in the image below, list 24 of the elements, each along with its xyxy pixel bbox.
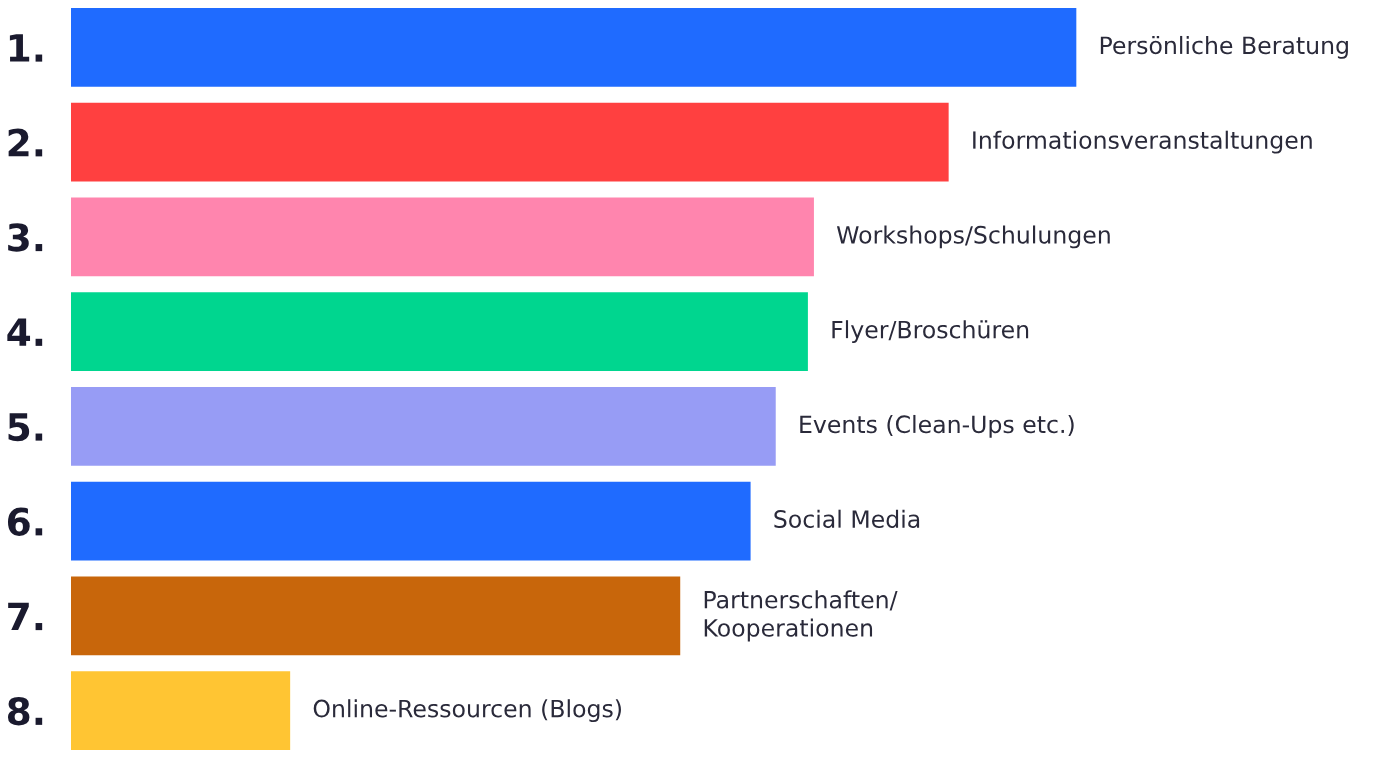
y-tick-label: 4. (7, 318, 43, 346)
annotation: Online-Ressourcen (Blogs) (313, 699, 621, 723)
y-tick-label: 6. (7, 507, 43, 536)
bar (71, 481, 751, 561)
bar (71, 671, 291, 750)
annotation: Social Media (774, 509, 920, 528)
annotation: Partnerschaften/ Kooperationen (704, 590, 898, 642)
bar (71, 387, 776, 466)
bar (71, 197, 814, 277)
y-tick-label: 3. (8, 223, 43, 252)
annotation: Persönliche Beratung (1100, 35, 1348, 59)
y-tick-label: 1. (9, 34, 43, 62)
bar (71, 292, 808, 371)
y-tick-label: 7. (8, 602, 43, 631)
bar (71, 576, 681, 656)
annotation: Workshops/Schulungen (836, 225, 1110, 249)
y-tick-label: 2. (8, 128, 43, 157)
y-tick-label: 8. (7, 697, 43, 726)
annotation: Informationsveranstaltungen (973, 130, 1312, 154)
annotation: Flyer/Broschüren (832, 320, 1029, 344)
bar (71, 8, 1077, 87)
y-tick-label: 5. (8, 413, 43, 442)
annotation: Events (Clean-Ups etc.) (800, 414, 1074, 438)
bar (71, 102, 949, 182)
